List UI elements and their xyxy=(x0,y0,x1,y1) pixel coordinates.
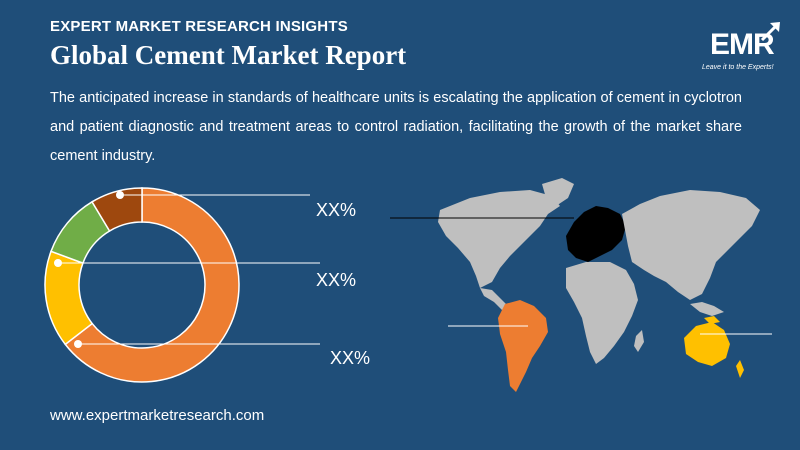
website-link[interactable]: www.expertmarketresearch.com xyxy=(50,407,265,424)
data-label: XX% xyxy=(330,348,371,368)
logo-text: EMR xyxy=(710,28,775,61)
map-greenland xyxy=(542,178,574,206)
leader-dot xyxy=(54,259,62,267)
map-madagascar xyxy=(634,330,644,352)
emr-logo[interactable]: EMR Leave it to the Experts! xyxy=(700,22,790,82)
map-oceania xyxy=(684,322,730,366)
map-southeast-asia xyxy=(690,302,724,316)
data-label: XX% xyxy=(316,270,357,290)
map-north-america xyxy=(438,190,560,288)
map-new-zealand xyxy=(736,360,744,378)
page-title: Global Cement Market Report xyxy=(50,40,407,70)
logo-tagline: Leave it to the Experts! xyxy=(702,64,774,71)
data-label: XX% xyxy=(316,200,357,220)
leader-dot xyxy=(74,340,82,348)
map-south-america xyxy=(498,300,548,392)
eyebrow-heading: EXPERT MARKET RESEARCH INSIGHTS xyxy=(50,18,348,35)
donut-slice xyxy=(64,187,240,383)
donut-slice xyxy=(91,187,143,233)
map-new-guinea xyxy=(704,316,720,324)
map-central-america xyxy=(480,288,508,310)
map-europe xyxy=(566,206,626,262)
report-description: The anticipated increase in standards of… xyxy=(50,90,742,164)
growth-arrow-icon xyxy=(760,22,780,42)
map-asia xyxy=(622,190,760,300)
map-africa xyxy=(566,262,638,364)
leader-dot xyxy=(116,191,124,199)
